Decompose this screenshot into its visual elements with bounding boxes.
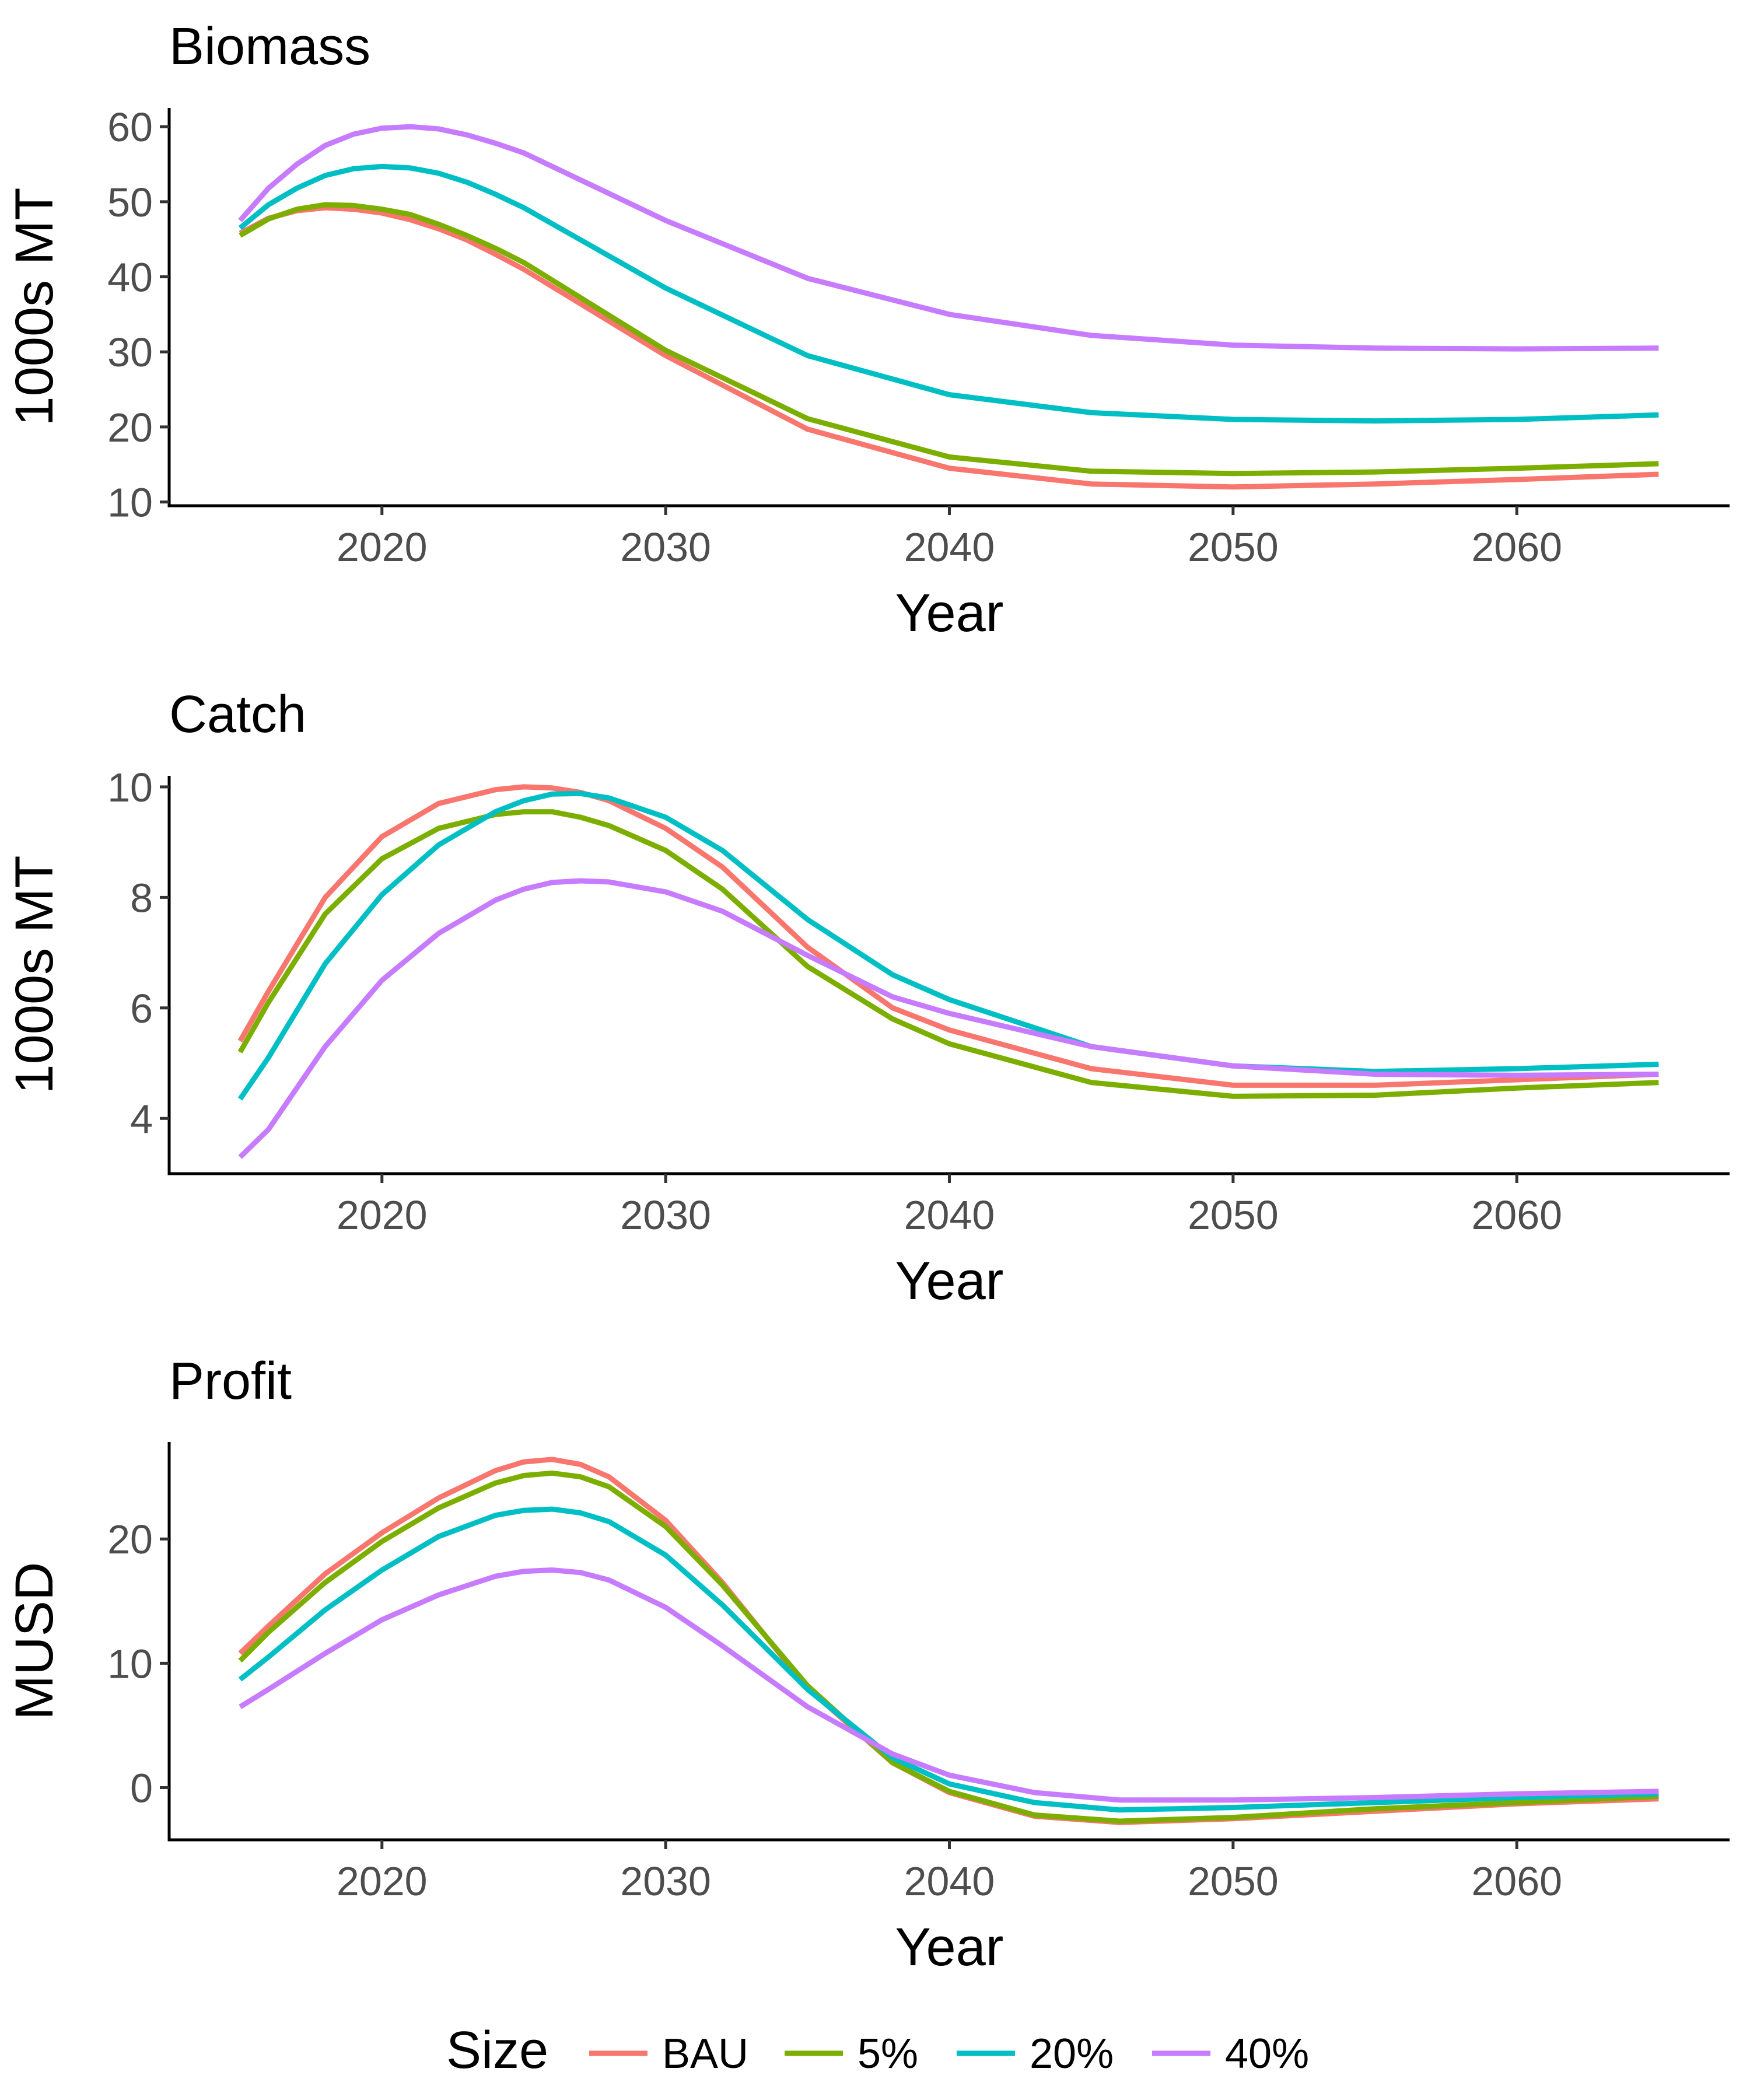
x-tick-label: 2020 xyxy=(337,1192,428,1238)
x-tick-label: 2050 xyxy=(1188,1192,1279,1238)
x-tick-label: 2060 xyxy=(1471,524,1562,570)
panel-title: Catch xyxy=(169,685,306,744)
x-tick-label: 2040 xyxy=(904,1859,995,1904)
series-line-5pct xyxy=(238,1470,1659,1824)
y-tick-label: 4 xyxy=(130,1096,153,1142)
series-line-20pct xyxy=(238,1506,1659,1813)
y-axis-title: 1000s MT xyxy=(5,855,64,1094)
x-tick-label: 2050 xyxy=(1188,524,1279,570)
x-tick-label: 2050 xyxy=(1188,1859,1279,1904)
y-tick-label: 20 xyxy=(107,405,153,450)
legend-label: 40% xyxy=(1225,2031,1309,2077)
x-tick-label: 2030 xyxy=(620,1192,711,1238)
series-group xyxy=(238,1457,1659,1825)
series-group xyxy=(238,124,1659,490)
series-line-20pct xyxy=(237,790,1659,1101)
series-line-bau xyxy=(237,784,1659,1088)
x-tick-label: 2040 xyxy=(904,524,995,570)
y-tick-label: 10 xyxy=(107,1641,153,1686)
legend-label: 20% xyxy=(1030,2031,1114,2077)
series-line-5pct xyxy=(239,202,1659,477)
series-line-40pct xyxy=(238,124,1659,352)
x-axis-title: Year xyxy=(895,1251,1004,1311)
series-line-bau xyxy=(238,1457,1659,1825)
y-tick-label: 30 xyxy=(107,330,153,375)
x-tick-label: 2060 xyxy=(1471,1192,1562,1238)
x-tick-label: 2040 xyxy=(904,1192,995,1238)
legend-entry: 40% xyxy=(1152,2031,1309,2077)
x-tick-label: 2030 xyxy=(620,524,711,570)
series-group xyxy=(237,784,1659,1159)
y-tick-label: 10 xyxy=(107,480,153,526)
x-tick-label: 2020 xyxy=(337,524,428,570)
y-tick-label: 0 xyxy=(130,1765,153,1811)
legend-entry: 5% xyxy=(785,2031,918,2077)
series-line-40pct xyxy=(239,1567,1659,1803)
x-tick-label: 2030 xyxy=(620,1859,711,1904)
legend: Size BAU 5% 20% 40% xyxy=(446,2021,1309,2080)
series-line-bau xyxy=(239,205,1659,490)
legend-title: Size xyxy=(446,2021,548,2080)
x-axis-title: Year xyxy=(895,583,1004,643)
y-tick-label: 6 xyxy=(130,986,153,1031)
series-line-20pct xyxy=(238,163,1659,424)
y-tick-label: 50 xyxy=(107,180,153,225)
y-tick-label: 40 xyxy=(107,255,153,300)
y-tick-label: 60 xyxy=(107,104,153,150)
legend-label: 5% xyxy=(858,2031,918,2077)
legend-entries: BAU 5% 20% 40% xyxy=(589,2031,1309,2077)
panel-profit: Profit 2020 2030 2040 2050 2060 0 10 20 Year MUSD xyxy=(5,1352,1730,1977)
panel-title: Biomass xyxy=(169,18,370,76)
x-tick-label: 2060 xyxy=(1471,1859,1562,1904)
legend-label: BAU xyxy=(662,2031,748,2077)
y-axis-title: 1000s MT xyxy=(5,187,64,426)
y-tick-label: 8 xyxy=(130,875,153,921)
legend-entry: 20% xyxy=(957,2031,1114,2077)
series-line-40pct xyxy=(238,878,1659,1159)
x-tick-label: 2020 xyxy=(337,1859,428,1904)
legend-entry: BAU xyxy=(589,2031,748,2077)
panel-title: Profit xyxy=(169,1352,292,1410)
y-axis-title: MUSD xyxy=(5,1562,64,1720)
y-tick-label: 10 xyxy=(107,765,153,810)
panel-catch: Catch 2020 2030 2040 2050 2060 4 6 8 10 Year 1000s … xyxy=(5,685,1730,1311)
y-tick-label: 20 xyxy=(107,1517,153,1562)
series-line-5pct xyxy=(237,809,1659,1099)
x-axis-title: Year xyxy=(895,1917,1004,1977)
